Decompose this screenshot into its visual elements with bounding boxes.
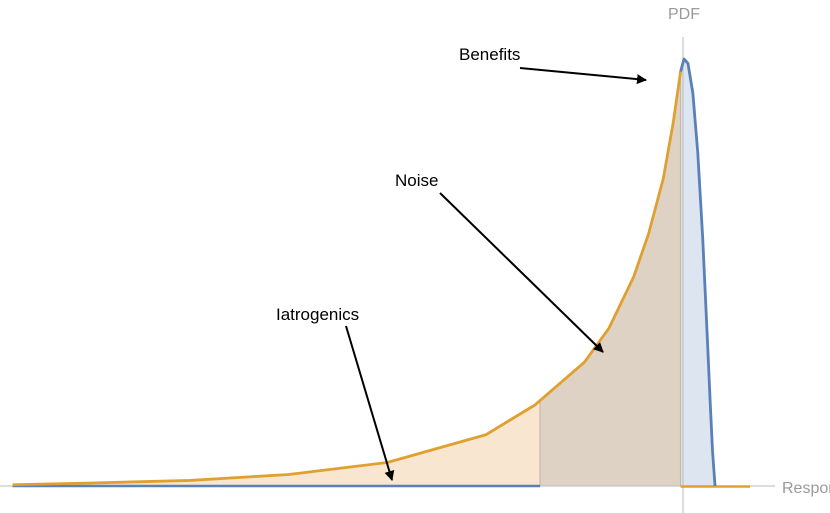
noise-curve	[12, 71, 682, 487]
y-axis-label: PDF	[668, 6, 700, 23]
annotation-iatrogenics: Iatrogenics	[276, 305, 359, 324]
annotation-arrows	[345, 67, 647, 481]
region-fills	[12, 59, 716, 486]
annotation-noise: Noise	[395, 171, 438, 190]
benefits-region	[680, 59, 716, 486]
annotation-benefits: Benefits	[459, 45, 520, 64]
arrow-iatrogenics	[345, 325, 395, 481]
noise-region	[540, 71, 681, 486]
x-axis-label: Response	[782, 480, 830, 497]
iatrogenics-region	[12, 400, 541, 486]
arrow-noise	[439, 192, 604, 353]
arrow-benefits	[519, 67, 647, 85]
benefit-curve	[679, 57, 717, 487]
curves	[12, 57, 750, 488]
